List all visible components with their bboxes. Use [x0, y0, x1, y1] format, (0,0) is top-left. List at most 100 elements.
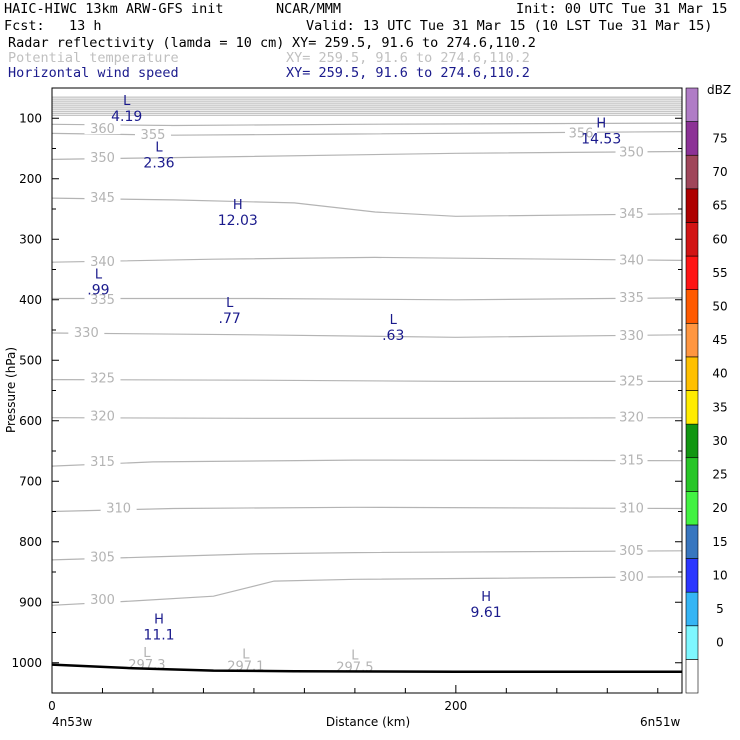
theta-label-335: 335 — [90, 293, 115, 308]
right-endpoint-label: 6n51w — [640, 715, 681, 729]
left-endpoint-label: 4n53w — [52, 715, 93, 729]
wind-extremum-type: H — [481, 590, 491, 605]
field2-xy: XY= 259.5, 91.6 to 274.6,110.2 — [286, 50, 530, 66]
theta-right-label-315: 315 — [619, 454, 644, 469]
theta-low-marker: L — [242, 647, 250, 662]
colorbar-swatch — [685, 457, 699, 492]
model-title: HAIC-HIWC 13km ARW-GFS init — [4, 1, 224, 17]
wind-extremum-type: L — [226, 296, 234, 311]
colorbar-label: 5 — [716, 602, 724, 616]
colorbar-label: 75 — [712, 131, 727, 145]
colorbar-label: 55 — [712, 266, 727, 280]
theta-label-bg — [615, 288, 648, 303]
colorbar-label: 35 — [712, 400, 727, 414]
wind-extremum-type: H — [596, 116, 606, 131]
theta-label-310: 310 — [106, 501, 131, 516]
theta-label-305: 305 — [90, 550, 115, 565]
theta-right-label-320: 320 — [619, 411, 644, 426]
theta-label-bg — [84, 407, 121, 422]
colorbar-swatch — [685, 322, 699, 358]
y-tick-label: 800 — [19, 535, 42, 549]
theta-contour-310 — [51, 506, 683, 513]
theta-contour-labels: 360 355 350 345 340 335 330 325 320 315 310 305 300 2… — [68, 120, 648, 676]
theta-contour-305 — [51, 550, 683, 561]
theta-label-bg — [84, 369, 121, 384]
colorbar-swatch — [685, 659, 699, 694]
colorbar-label: 25 — [712, 468, 727, 482]
colorbar-label: 15 — [712, 535, 727, 549]
theta-label-bg — [84, 590, 121, 605]
wind-extremum-value: 9.61 — [471, 605, 502, 621]
colorbar-swatch — [685, 423, 699, 459]
upper-contour-band — [52, 96, 682, 116]
theta-contour-325 — [51, 379, 682, 382]
theta-right-label-356: 356 — [569, 126, 594, 141]
colorbar-swatch — [685, 491, 699, 526]
wind-extremum-type: L — [95, 268, 103, 283]
theta-low-marker: L — [351, 649, 359, 664]
ground-surface-line — [51, 663, 682, 674]
colorbar-swatch — [685, 121, 699, 156]
wind-extremum-type: L — [390, 313, 398, 328]
y-tick-label: 700 — [19, 474, 42, 488]
theta-right-label-325: 325 — [619, 374, 644, 389]
theta-label-bg — [615, 327, 648, 342]
theta-label-bg — [84, 548, 121, 563]
theta-label-bg — [84, 253, 121, 268]
colorbar-label: 70 — [712, 165, 727, 179]
theta-label-360: 360 — [90, 122, 115, 137]
colorbar-swatch — [685, 591, 699, 627]
theta-contour-300 — [51, 576, 683, 606]
theta-label-bg — [84, 290, 121, 305]
y-tick-label: 500 — [19, 353, 42, 367]
colorbar-swatch — [685, 289, 699, 324]
theta-right-label-350: 350 — [619, 146, 644, 161]
init-time: Init: 00 UTC Tue 31 Mar 15 — [516, 1, 728, 17]
wind-extremum-type: H — [233, 198, 243, 213]
theta-label-bg — [134, 126, 171, 141]
colorbar-unit: dBZ — [707, 83, 731, 97]
theta-contour-330 — [51, 332, 683, 338]
wind-extremum-type: L — [155, 141, 163, 156]
theta-right-label-330: 330 — [619, 329, 644, 344]
theta-label-bg — [336, 658, 373, 673]
y-axis: 100 200 300 400 500 600 700 800 900 1000 — [11, 111, 682, 694]
y-tick-label: 600 — [19, 414, 42, 428]
field1-xy: XY= 259.5, 91.6 to 274.6,110.2 — [292, 35, 536, 51]
theta-label-bg — [615, 204, 648, 219]
theta-label-bg — [68, 324, 105, 339]
y-tick-label: 900 — [19, 595, 42, 609]
wind-extremum-value: 11.1 — [143, 627, 174, 643]
theta-label-340: 340 — [90, 255, 115, 270]
y-tick-label: 400 — [19, 293, 42, 307]
x-axis-label: Distance (km) — [326, 715, 410, 729]
forecast-hour: Fcst: 13 h — [4, 18, 102, 34]
colorbar-swatch — [685, 524, 699, 559]
field1-name: Radar reflectivity (lamda = 10 cm) — [8, 35, 285, 51]
field3-name: Horizontal wind speed — [8, 65, 179, 81]
theta-label-bg — [84, 149, 121, 164]
colorbar-swatch — [685, 390, 699, 425]
theta-contour-320 — [51, 417, 683, 419]
theta-label-bg — [84, 120, 121, 135]
colorbar-label: 10 — [712, 568, 727, 582]
colorbar-label: 30 — [712, 434, 727, 448]
theta-label-300: 300 — [90, 593, 115, 608]
reflectivity-colorbar: 0 5 10 15 20 25 30 35 40 45 50 55 60 65 70 75 — [685, 87, 728, 694]
theta-right-label-300: 300 — [619, 570, 644, 585]
plot-frame — [51, 87, 683, 694]
wind-extremum-value: 12.03 — [218, 213, 258, 229]
wind-extremum-value: 14.53 — [581, 131, 621, 147]
colorbar-label: 60 — [712, 232, 727, 246]
colorbar-label: 20 — [712, 501, 727, 515]
wind-extremum-value: 2.36 — [143, 156, 174, 172]
x-axis: 0 200 — [48, 685, 659, 713]
theta-label-345: 345 — [90, 191, 115, 206]
colorbar-swatch — [685, 255, 699, 290]
theta-label-bg — [128, 656, 165, 671]
theta-label-bg — [100, 499, 137, 514]
colorbar-swatch — [685, 222, 699, 257]
theta-label-315: 315 — [90, 455, 115, 470]
colorbar-swatch — [685, 625, 699, 660]
